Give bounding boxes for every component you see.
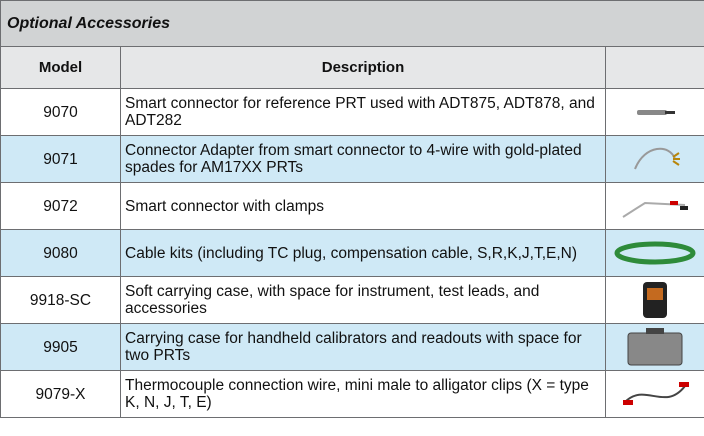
row: 9072 Smart connector with clamps [0, 182, 704, 230]
model: 9072 [0, 182, 121, 230]
product-image [604, 276, 704, 324]
row: 9905 Carrying case for handheld calibrat… [0, 323, 704, 371]
column-header [604, 46, 704, 89]
product-image [604, 323, 704, 371]
description: Smart connector for reference PRT used w… [120, 88, 606, 136]
description: Soft carrying case, with space for instr… [120, 276, 606, 324]
description: Connector Adapter from smart connector t… [120, 135, 606, 183]
description: Carrying case for handheld calibrators a… [120, 323, 606, 371]
model: 9918-SC [0, 276, 121, 324]
product-image [604, 182, 704, 230]
description: Thermocouple connection wire, mini male … [120, 370, 606, 418]
model: 9070 [0, 88, 121, 136]
column-header: Model [0, 46, 121, 89]
product-image [604, 88, 704, 136]
model: 9071 [0, 135, 121, 183]
title-row: Optional Accessories [0, 0, 704, 47]
product-image [604, 229, 704, 277]
accessories-table: Optional Accessories Model Description 9… [0, 0, 704, 418]
model: 9905 [0, 323, 121, 371]
model: 9080 [0, 229, 121, 277]
model: 9079-X [0, 370, 121, 418]
row: 9918-SC Soft carrying case, with space f… [0, 276, 704, 324]
row: 9079-X Thermocouple connection wire, min… [0, 370, 704, 418]
row: 9070 Smart connector for reference PRT u… [0, 88, 704, 136]
row: 9071 Connector Adapter from smart connec… [0, 135, 704, 183]
description: Smart connector with clamps [120, 182, 606, 230]
description: Cable kits (including TC plug, compensat… [120, 229, 606, 277]
header-row: Model Description [0, 46, 704, 89]
column-header: Description [120, 46, 606, 89]
product-image [604, 135, 704, 183]
row: 9080 Cable kits (including TC plug, comp… [0, 229, 704, 277]
table-title: Optional Accessories [0, 0, 704, 47]
product-image [604, 370, 704, 418]
